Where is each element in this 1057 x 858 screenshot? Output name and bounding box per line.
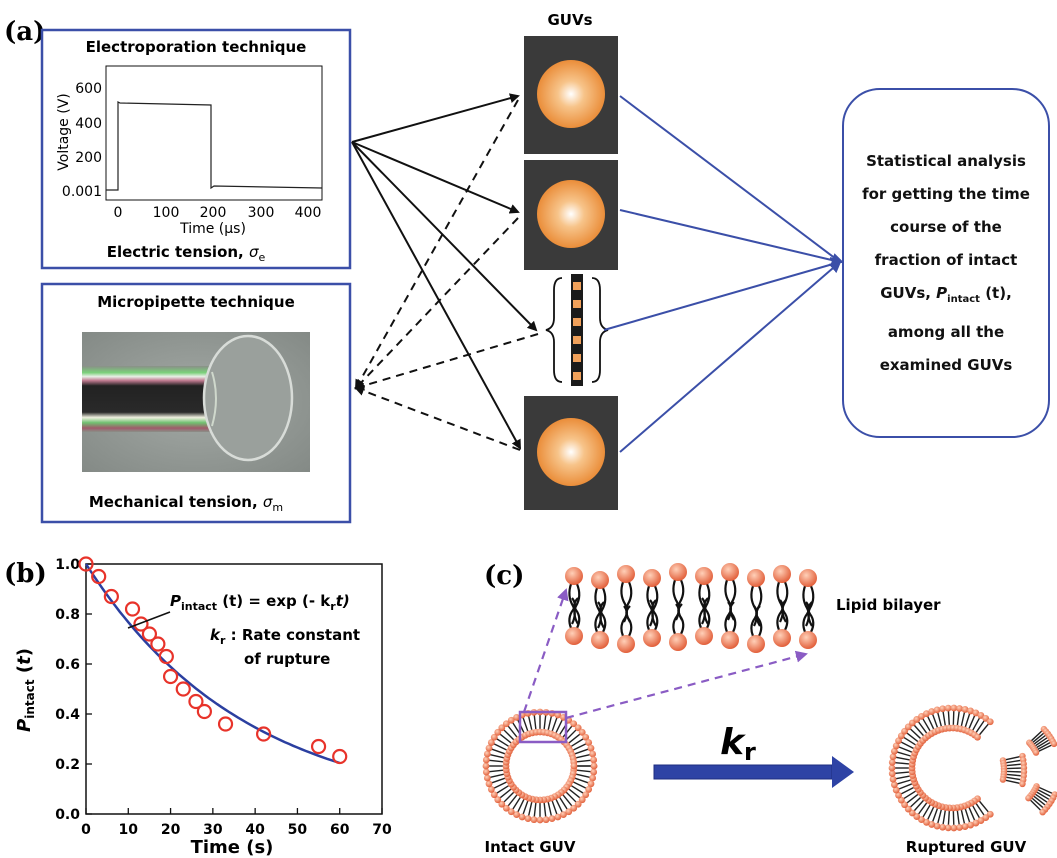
data-point xyxy=(175,681,191,697)
data-point xyxy=(91,568,107,585)
micropipette-title: Micropipette technique xyxy=(97,293,295,311)
time-xtick-300: 300 xyxy=(248,205,275,221)
data-point xyxy=(124,601,141,617)
rate-constant-line1: kr : Rate constant xyxy=(210,626,360,647)
y-tick-label: 0.0 xyxy=(55,807,80,823)
y-tick-label: 1.0 xyxy=(55,557,80,573)
data-point xyxy=(217,716,234,732)
voltage-ytick-400: 400 xyxy=(75,116,102,132)
voltage-trace xyxy=(106,101,323,191)
zoom-line-left xyxy=(522,588,569,713)
data-point xyxy=(150,636,166,652)
data-point xyxy=(133,616,149,632)
electroporation-box xyxy=(40,28,352,270)
statistical-analysis-text: Statistical analysis for getting the tim… xyxy=(862,151,1030,374)
survival-chart: 0 10 20 30 40 50 60 70 0.0 0.2 0.4 0.6 0.8 1.0 Time (… xyxy=(14,556,392,858)
voltage-ytick-200: 200 xyxy=(75,150,102,166)
voltage-ytick-0: 0.001 xyxy=(62,184,102,200)
electric-tension-caption: Electric tension, σe xyxy=(107,243,266,264)
voltage-xlabel: Time (μs) xyxy=(179,221,246,237)
x-tick-label: 0 xyxy=(81,822,91,838)
data-point xyxy=(78,556,94,572)
statistical-analysis-box: Statistical analysis for getting the tim… xyxy=(842,88,1050,438)
chart-ylabel: Pintact (t) xyxy=(14,648,37,732)
micropipette-arrows xyxy=(354,99,539,451)
guvs-title: GUVs xyxy=(547,11,592,29)
guv-stack-bracket xyxy=(545,274,609,386)
ruptured-guv-label: Ruptured GUV xyxy=(906,838,1027,856)
y-tick-label: 0.6 xyxy=(55,657,80,673)
x-tick-label: 20 xyxy=(161,822,181,838)
zoom-box xyxy=(518,710,568,744)
data-point xyxy=(162,668,179,685)
time-xtick-200: 200 xyxy=(200,205,227,221)
data-point xyxy=(103,588,119,605)
data-point xyxy=(196,703,212,720)
rate-constant-line2: of rupture xyxy=(244,650,330,668)
electroporation-arrows xyxy=(351,93,538,450)
x-tick-label: 70 xyxy=(372,822,392,838)
guv-image-1 xyxy=(524,36,618,154)
intact-guv-drawing xyxy=(482,708,598,824)
statistics-arrows xyxy=(603,95,844,453)
rate-arrow xyxy=(653,756,854,788)
fit-equation: Pintact (t) = exp (- krt) xyxy=(170,592,350,613)
time-xtick-100: 100 xyxy=(153,205,180,221)
guv-image-2 xyxy=(524,160,618,270)
data-point xyxy=(141,626,158,642)
guv-image-3 xyxy=(524,396,618,510)
fit-curve xyxy=(84,563,341,765)
x-tick-label: 10 xyxy=(119,822,139,838)
y-tick-label: 0.8 xyxy=(55,607,80,623)
data-point xyxy=(310,738,327,755)
mechanical-tension-caption: Mechanical tension, σm xyxy=(89,493,283,514)
voltage-ytick-600: 600 xyxy=(75,81,102,97)
x-tick-label: 40 xyxy=(245,822,265,838)
x-tick-label: 50 xyxy=(288,822,308,838)
lipid-bilayer-label: Lipid bilayer xyxy=(836,596,941,614)
time-xtick-0: 0 xyxy=(114,205,123,221)
lipid-bilayer-zoom xyxy=(565,563,817,653)
panel-c-label: (c) xyxy=(484,561,524,591)
electroporation-title: Electroporation technique xyxy=(86,38,307,56)
rate-arrow-label: kr xyxy=(720,722,756,766)
y-tick-label: 0.2 xyxy=(55,757,80,773)
micropipette-image xyxy=(82,332,310,472)
equation-pointer xyxy=(127,611,171,629)
voltage-plot: 600 400 200 0.001 0 100 200 300 400 Volt… xyxy=(56,65,323,237)
data-point xyxy=(332,748,348,765)
chart-frame xyxy=(85,563,383,815)
x-tick-label: 60 xyxy=(330,822,350,838)
data-point xyxy=(188,693,204,710)
zoom-line-right xyxy=(565,650,808,720)
x-tick-label: 30 xyxy=(203,822,223,838)
chart-xlabel: Time (s) xyxy=(191,837,274,858)
data-point xyxy=(158,648,174,665)
data-point xyxy=(256,726,272,742)
time-xtick-400: 400 xyxy=(295,205,322,221)
intact-guv-label: Intact GUV xyxy=(485,838,576,856)
voltage-ylabel: Voltage (V) xyxy=(56,93,72,170)
panel-a-label: (a) xyxy=(4,17,45,47)
ruptured-guv-drawing xyxy=(888,704,1057,832)
panel-b-label: (b) xyxy=(4,559,47,589)
y-tick-label: 0.4 xyxy=(55,707,80,723)
